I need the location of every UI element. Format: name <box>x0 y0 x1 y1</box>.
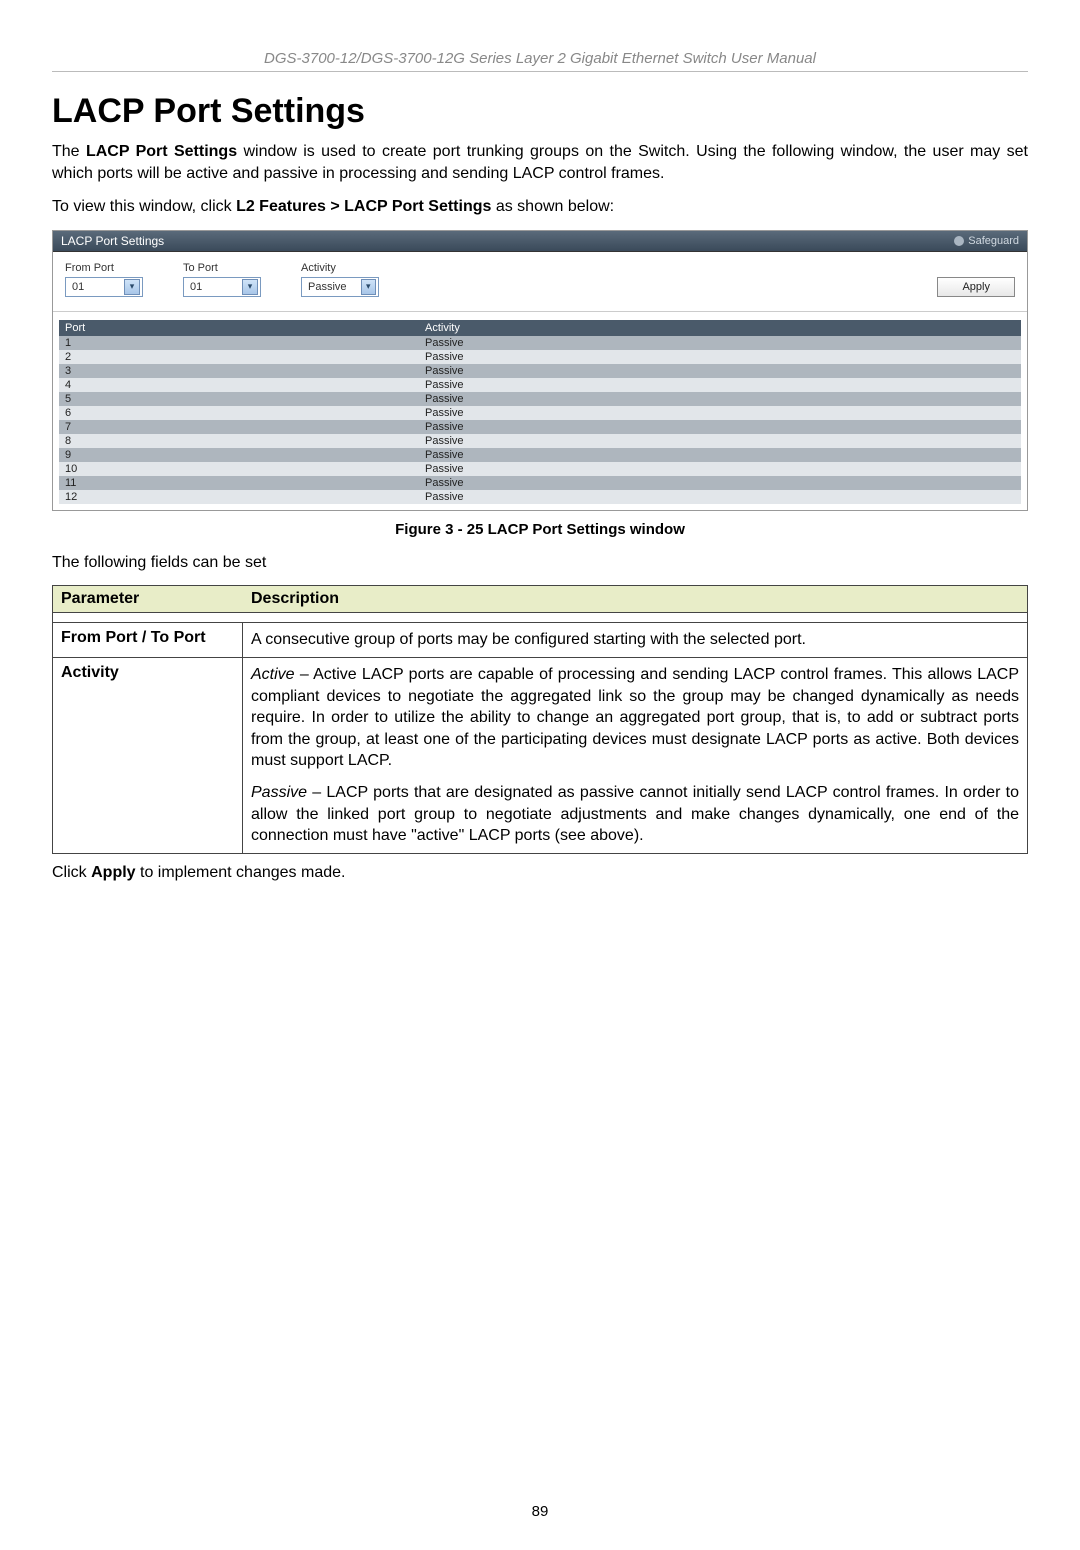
param-table-header: Parameter Description <box>53 586 1027 613</box>
screenshot-title: LACP Port Settings <box>61 234 164 248</box>
activity-label: Activity <box>301 262 379 274</box>
param-row-activity: Activity Active – Active LACP ports are … <box>53 658 1027 853</box>
th-activity: Activity <box>419 320 1021 336</box>
th-parameter: Parameter <box>53 586 243 612</box>
intro-bold: LACP Port Settings <box>86 143 237 160</box>
to-port-select[interactable]: 01 ▾ <box>183 277 261 297</box>
screenshot-titlebar: LACP Port Settings Safeguard <box>53 231 1027 252</box>
cell-activity: Passive <box>419 448 1021 462</box>
cell-activity: Passive <box>419 350 1021 364</box>
passive-label: Passive <box>251 784 307 801</box>
from-port-select[interactable]: 01 ▾ <box>65 277 143 297</box>
th-description: Description <box>243 586 1027 612</box>
cell-port: 2 <box>59 350 419 364</box>
cell-activity: Passive <box>419 336 1021 350</box>
cell-port: 4 <box>59 378 419 392</box>
page-title: LACP Port Settings <box>52 92 1028 131</box>
safeguard-text: Safeguard <box>968 235 1019 247</box>
to-port-label: To Port <box>183 262 261 274</box>
table-row: 11Passive <box>59 476 1021 490</box>
table-row: 6Passive <box>59 406 1021 420</box>
table-header: Port Activity <box>59 320 1021 336</box>
page-number: 89 <box>52 1503 1028 1520</box>
from-port-group: From Port 01 ▾ <box>65 262 143 297</box>
apply-note-prefix: Click <box>52 864 91 881</box>
cell-activity: Passive <box>419 434 1021 448</box>
manual-header: DGS-3700-12/DGS-3700-12G Series Layer 2 … <box>52 50 1028 72</box>
spacer-row <box>53 613 1027 623</box>
chevron-down-icon: ▾ <box>124 279 140 295</box>
following-text: The following fields can be set <box>52 552 1028 574</box>
controls-row: From Port 01 ▾ To Port 01 ▾ Activity Pas… <box>53 252 1027 312</box>
intro-paragraph: The LACP Port Settings window is used to… <box>52 141 1028 184</box>
param-name: Activity <box>53 658 243 853</box>
table-row: 3Passive <box>59 364 1021 378</box>
figure-caption: Figure 3 - 25 LACP Port Settings window <box>52 521 1028 538</box>
activity-group: Activity Passive ▾ <box>301 262 379 297</box>
chevron-down-icon: ▾ <box>242 279 258 295</box>
active-text: – Active LACP ports are capable of proce… <box>251 666 1019 769</box>
safeguard-badge: Safeguard <box>954 235 1019 247</box>
parameter-table: Parameter Description From Port / To Por… <box>52 585 1028 853</box>
document-page: DGS-3700-12/DGS-3700-12G Series Layer 2 … <box>0 0 1080 1550</box>
table-body: 1Passive2Passive3Passive4Passive5Passive… <box>59 336 1021 504</box>
param-name: From Port / To Port <box>53 623 243 657</box>
activity-value: Passive <box>308 281 347 293</box>
cell-port: 5 <box>59 392 419 406</box>
cell-port: 7 <box>59 420 419 434</box>
param-row-fromport: From Port / To Port A consecutive group … <box>53 623 1027 658</box>
cell-port: 11 <box>59 476 419 490</box>
param-desc: Active – Active LACP ports are capable o… <box>243 658 1027 853</box>
cell-port: 12 <box>59 490 419 504</box>
th-port: Port <box>59 320 419 336</box>
activity-select[interactable]: Passive ▾ <box>301 277 379 297</box>
cell-activity: Passive <box>419 476 1021 490</box>
cell-activity: Passive <box>419 462 1021 476</box>
to-port-group: To Port 01 ▾ <box>183 262 261 297</box>
table-row: 1Passive <box>59 336 1021 350</box>
table-row: 10Passive <box>59 462 1021 476</box>
apply-note: Click Apply to implement changes made. <box>52 862 1028 884</box>
intro-prefix: The <box>52 143 86 160</box>
cell-activity: Passive <box>419 490 1021 504</box>
table-row: 12Passive <box>59 490 1021 504</box>
safeguard-icon <box>954 236 964 246</box>
from-port-value: 01 <box>72 281 84 293</box>
apply-note-bold: Apply <box>91 864 135 881</box>
cell-port: 8 <box>59 434 419 448</box>
passive-text: – LACP ports that are designated as pass… <box>251 784 1019 844</box>
cell-port: 6 <box>59 406 419 420</box>
cell-activity: Passive <box>419 364 1021 378</box>
table-row: 5Passive <box>59 392 1021 406</box>
nav-paragraph: To view this window, click L2 Features >… <box>52 196 1028 218</box>
to-port-value: 01 <box>190 281 202 293</box>
apply-note-suffix: to implement changes made. <box>136 864 346 881</box>
cell-port: 9 <box>59 448 419 462</box>
table-row: 9Passive <box>59 448 1021 462</box>
from-port-label: From Port <box>65 262 143 274</box>
table-row: 2Passive <box>59 350 1021 364</box>
ports-table: Port Activity 1Passive2Passive3Passive4P… <box>53 312 1027 510</box>
nav-prefix: To view this window, click <box>52 198 236 215</box>
nav-bold: L2 Features > LACP Port Settings <box>236 198 491 215</box>
lacp-screenshot: LACP Port Settings Safeguard From Port 0… <box>52 230 1028 511</box>
cell-port: 1 <box>59 336 419 350</box>
cell-activity: Passive <box>419 378 1021 392</box>
active-label: Active <box>251 666 295 683</box>
cell-port: 3 <box>59 364 419 378</box>
table-row: 8Passive <box>59 434 1021 448</box>
apply-button[interactable]: Apply <box>937 277 1015 297</box>
table-row: 4Passive <box>59 378 1021 392</box>
cell-activity: Passive <box>419 392 1021 406</box>
nav-suffix: as shown below: <box>491 198 614 215</box>
cell-activity: Passive <box>419 406 1021 420</box>
table-row: 7Passive <box>59 420 1021 434</box>
cell-activity: Passive <box>419 420 1021 434</box>
param-desc: A consecutive group of ports may be conf… <box>243 623 1027 657</box>
cell-port: 10 <box>59 462 419 476</box>
chevron-down-icon: ▾ <box>361 279 376 295</box>
